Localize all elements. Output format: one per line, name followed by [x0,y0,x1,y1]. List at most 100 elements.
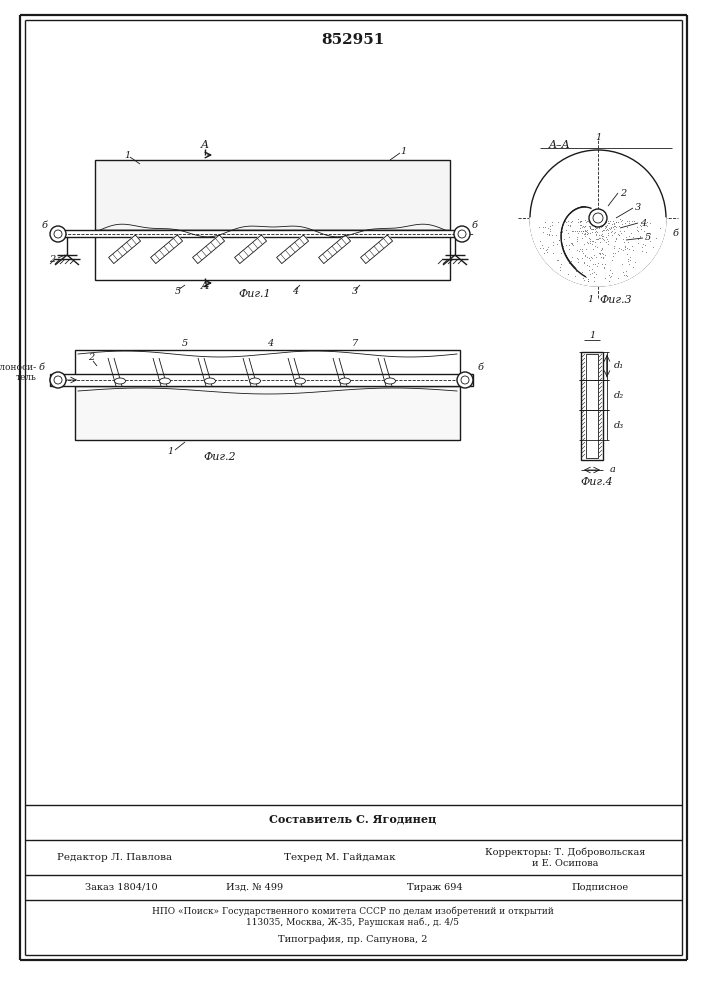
Point [607,213,619,229]
Point [106,249,117,265]
Point [581,224,592,240]
Point [170,257,182,273]
Point [140,262,151,278]
Point [590,214,602,230]
Point [446,346,457,362]
Point [183,360,194,376]
Point [404,248,415,264]
Point [407,230,418,246]
Point [420,248,431,264]
Point [594,212,605,228]
Point [356,267,368,283]
Point [322,349,333,365]
Point [369,347,380,363]
Point [315,368,326,384]
Point [214,359,226,375]
Point [645,215,656,231]
Point [305,373,316,389]
Point [312,359,323,375]
Point [104,358,115,374]
Point [76,369,87,385]
Point [204,228,215,244]
Text: Типография, пр. Сапунова, 2: Типография, пр. Сапунова, 2 [279,936,428,944]
Point [600,219,612,235]
Point [194,368,205,384]
Point [417,227,428,243]
Point [544,223,556,239]
Point [451,355,462,371]
Point [594,213,605,229]
Point [96,234,107,250]
Point [349,364,361,380]
Point [281,352,293,368]
Point [110,375,122,391]
Point [378,369,390,385]
Point [366,244,378,260]
Point [173,242,184,258]
Point [234,249,245,265]
Point [343,229,354,245]
Point [345,250,356,266]
Point [425,253,436,269]
Point [354,229,366,245]
Point [218,348,229,364]
Point [368,363,379,379]
Point [264,352,276,368]
Point [302,375,313,391]
Point [238,243,250,259]
Point [230,350,241,366]
Point [349,371,361,387]
Point [583,212,594,228]
Point [629,213,640,229]
Point [590,249,602,265]
Point [566,213,577,229]
Point [141,252,153,268]
Point [395,265,406,281]
Point [209,350,221,366]
Point [395,371,406,387]
Point [234,235,245,251]
Point [640,244,651,260]
Point [343,249,354,265]
Point [403,230,414,246]
Point [316,355,327,371]
Point [385,253,396,269]
Point [436,366,447,382]
Point [293,226,305,242]
Point [392,254,403,270]
Point [207,347,218,363]
Point [598,222,609,238]
Point [547,214,558,230]
Point [188,260,199,276]
Point [341,263,353,279]
Point [271,263,283,279]
Point [336,253,347,269]
Point [211,367,223,383]
Point [635,221,646,237]
Point [192,255,203,271]
Point [316,362,327,378]
Point [167,246,178,262]
Point [390,362,402,378]
Point [114,251,125,267]
Point [431,362,443,378]
Point [450,364,462,380]
Point [349,364,361,380]
Point [588,233,599,249]
Point [603,267,614,283]
Point [178,360,189,376]
Point [607,223,618,239]
Point [373,241,384,257]
Point [578,254,590,270]
Point [297,371,308,387]
Circle shape [530,150,666,286]
Point [182,250,193,266]
Point [300,256,311,272]
Point [404,236,415,252]
Point [378,363,390,379]
Point [259,359,270,375]
Point [572,233,583,249]
Point [205,254,216,270]
Point [435,254,446,270]
Point [175,247,187,263]
